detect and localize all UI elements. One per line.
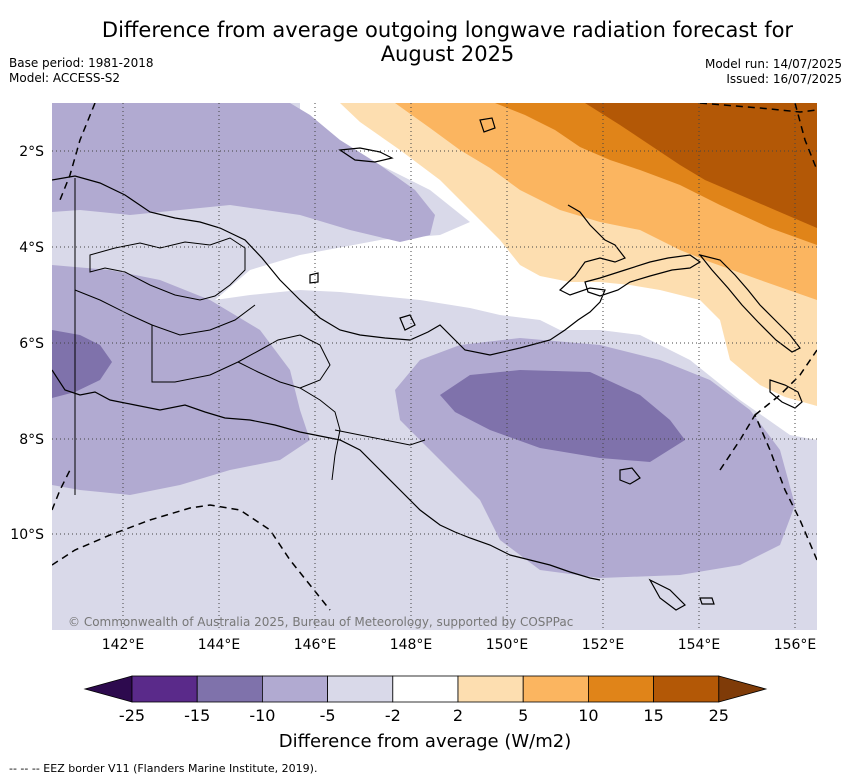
colorbar-tick-label: 2 <box>453 706 463 725</box>
lon-label-146e: 146°E <box>294 637 337 653</box>
model-name: Model: ACCESS-S2 <box>9 71 121 85</box>
colorbar-segment <box>588 675 655 703</box>
copyright-credit: © Commonwealth of Australia 2025, Bureau… <box>68 615 573 629</box>
colorbar-segment <box>327 675 394 703</box>
anomaly-field-negative-central-core <box>440 370 685 462</box>
colorbar-tick-label: -15 <box>184 706 210 725</box>
colorbar-tick-label: 15 <box>643 706 663 725</box>
eez-borders <box>52 103 817 611</box>
lat-label-4s: 4°S <box>19 240 44 256</box>
lon-label-154e: 154°E <box>678 637 721 653</box>
lat-label-2s: 2°S <box>19 144 44 160</box>
lon-label-148e: 148°E <box>390 637 433 653</box>
colorbar-segment <box>196 675 263 703</box>
map-title: Difference from average outgoing longwav… <box>0 18 850 66</box>
colorbar-extend-low <box>83 675 133 703</box>
colorbar-tick-label: 25 <box>709 706 729 725</box>
colorbar-tick-label: 5 <box>518 706 528 725</box>
lat-label-6s: 6°S <box>19 336 44 352</box>
model-run: Model run: 14/07/2025 <box>704 57 842 71</box>
colorbar-segment <box>131 675 198 703</box>
colorbar-segment <box>653 675 720 703</box>
eez-legend: -- -- -- EEZ border V11 (Flanders Marine… <box>9 762 318 775</box>
colorbar-tick-label: 10 <box>578 706 598 725</box>
colorbar-segment <box>457 675 524 703</box>
metadata-right: Model run: 14/07/2025 Issued: 16/07/2025 <box>705 57 842 87</box>
colorbar-tick-label: -5 <box>320 706 336 725</box>
latitude-labels: 2°S 4°S 6°S 8°S 10°S <box>10 144 44 543</box>
colorbar-tick-label: -25 <box>119 706 145 725</box>
colorbar-segment <box>261 675 328 703</box>
lon-label-152e: 152°E <box>582 637 625 653</box>
issued-date: Issued: 16/07/2025 <box>726 72 842 86</box>
colorbar: -25 -15 -10 -5 -2 2 5 10 15 25 <box>83 675 768 725</box>
colorbar-segment <box>522 675 589 703</box>
metadata-left: Base period: 1981-2018 Model: ACCESS-S2 <box>9 56 154 86</box>
base-period: Base period: 1981-2018 <box>9 56 154 70</box>
colorbar-segment <box>392 675 459 703</box>
lat-label-8s: 8°S <box>19 432 44 448</box>
lon-label-142e: 142°E <box>102 637 145 653</box>
lon-label-150e: 150°E <box>486 637 529 653</box>
colorbar-extend-high <box>718 675 768 703</box>
map-panel <box>52 103 817 630</box>
title-line-2: August 2025 <box>380 42 515 66</box>
colorbar-tick-label: -10 <box>249 706 275 725</box>
anomaly-field-negative-northwest <box>52 103 435 242</box>
lon-label-144e: 144°E <box>198 637 241 653</box>
coastline <box>52 117 803 611</box>
anomaly-field-negative-west <box>52 265 310 495</box>
lon-label-156e: 156°E <box>774 637 817 653</box>
anomaly-field-positive-15-25 <box>585 103 817 228</box>
colorbar-tick-label: -2 <box>385 706 401 725</box>
lat-label-10s: 10°S <box>10 527 44 543</box>
longitude-labels: 142°E 144°E 146°E 148°E 150°E 152°E 154°… <box>102 637 817 653</box>
colorbar-title: Difference from average (W/m2) <box>279 731 571 752</box>
anomaly-field-negative-west-core <box>52 330 112 398</box>
title-line-1: Difference from average outgoing longwav… <box>101 18 794 42</box>
